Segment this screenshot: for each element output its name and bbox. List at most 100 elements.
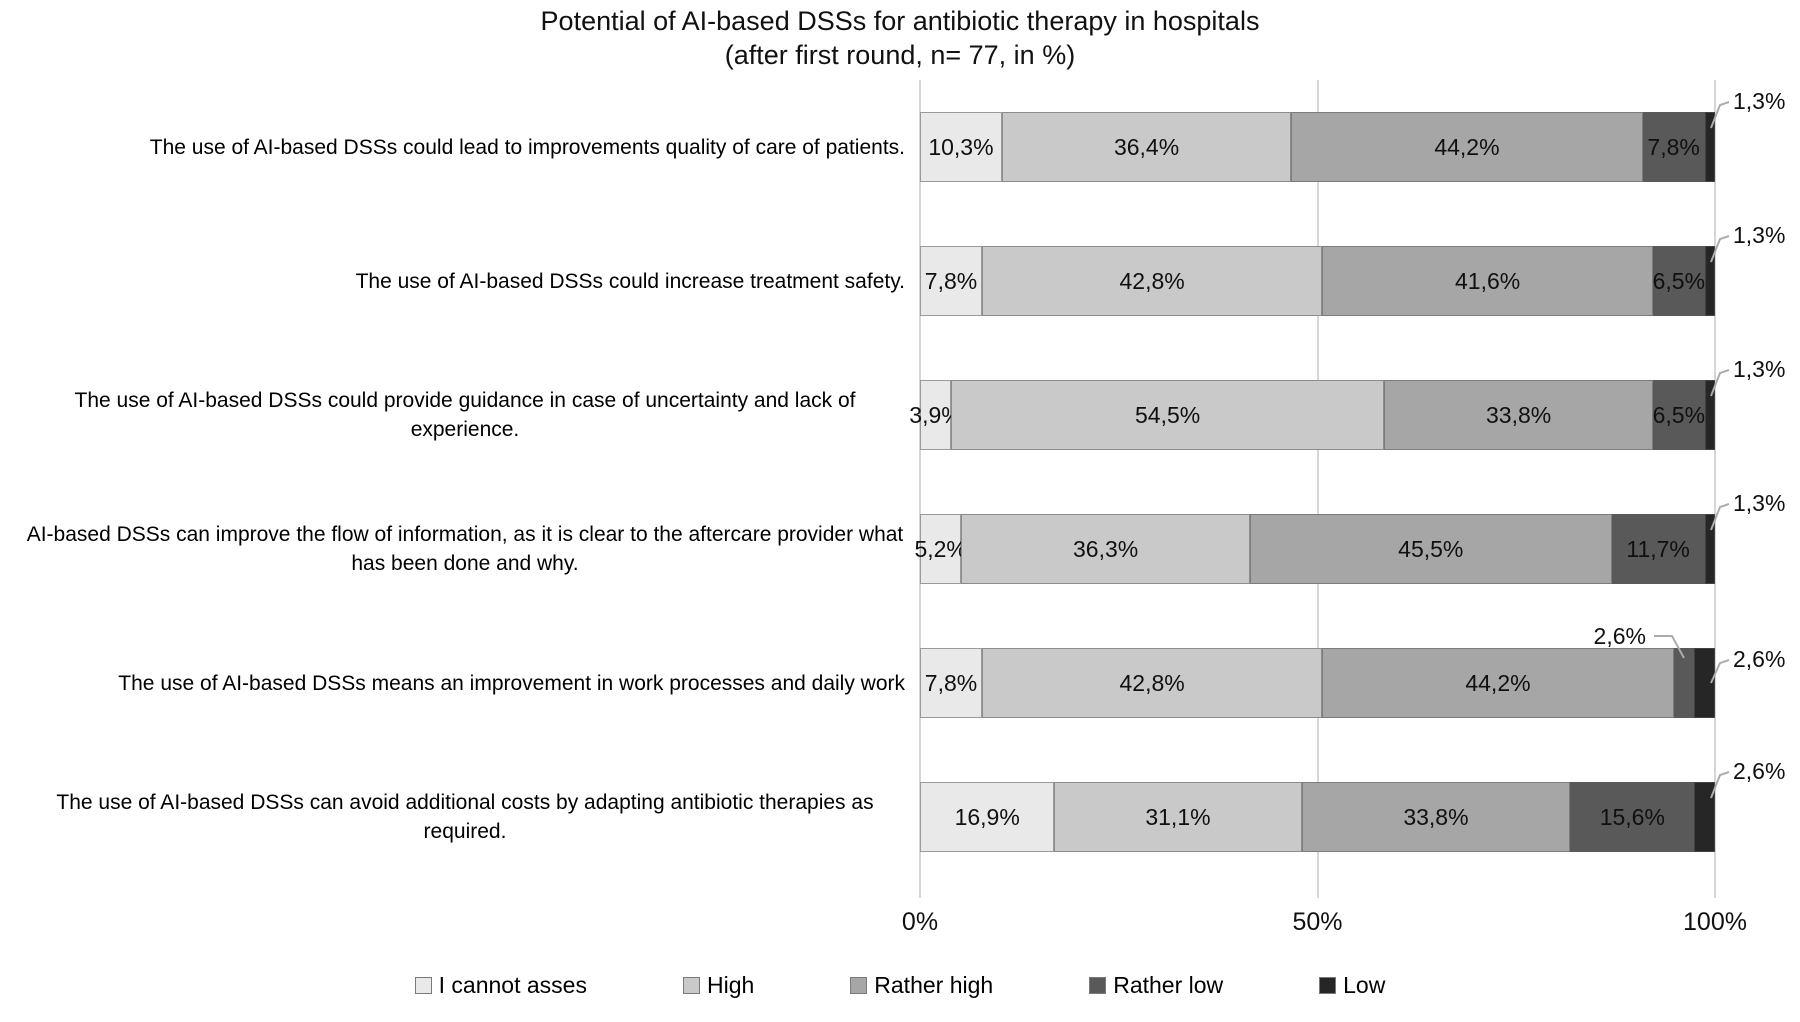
bar-segment-high: 31,1% <box>1054 782 1302 852</box>
category-label-text: The use of AI-based DSSs could lead to i… <box>149 135 905 159</box>
bar-row: The use of AI-based DSSs could lead to i… <box>0 80 1800 214</box>
segment-value-label: 7,8% <box>924 669 978 696</box>
bar-track: 7,8% 42,8% 44,2% <box>920 648 1715 718</box>
bar-segment-low <box>1704 246 1715 316</box>
callout-value-label: 2,6% <box>1593 623 1646 649</box>
bar-segment-i-cannot-asses: 3,9% <box>909 380 962 450</box>
segment-value-label: 44,2% <box>1465 669 1531 696</box>
bar-segment-rather-high: 45,5% <box>1249 514 1612 584</box>
segment-value-label: 42,8% <box>1119 267 1185 294</box>
callout-value-label: 1,3% <box>1733 222 1786 248</box>
bar-row: The use of AI-based DSSs could increase … <box>0 214 1800 348</box>
segment-value-label: 15,6% <box>1599 803 1665 830</box>
legend-label: Rather low <box>1113 972 1224 998</box>
bar-segment-rather-low: 15,6% <box>1570 782 1695 852</box>
segment-value-label: 31,1% <box>1145 803 1211 830</box>
category-label: The use of AI-based DSSs could increase … <box>0 267 905 296</box>
bar-track: 16,9% 31,1% 33,8% 15,6% <box>920 782 1715 852</box>
segment-value-label: 45,5% <box>1398 535 1464 562</box>
category-label: The use of AI-based DSSs could lead to i… <box>0 133 905 162</box>
bar-segment-i-cannot-asses: 7,8% <box>920 648 982 718</box>
category-label-text: The use of AI-based DSSs can avoid addit… <box>56 791 874 843</box>
bar-segment-rather-low: 6,5% <box>1653 380 1705 450</box>
bar-segment-rather-low: 6,5% <box>1653 246 1705 316</box>
category-label-text: The use of AI-based DSSs could increase … <box>355 269 905 293</box>
category-label: The use of AI-based DSSs means an improv… <box>0 669 905 698</box>
gridline-50 <box>1316 80 1319 898</box>
segment-value-label: 33,8% <box>1403 803 1469 830</box>
gridline-100 <box>1714 80 1716 898</box>
legend-label: High <box>706 972 755 998</box>
legend-swatch-rather-high <box>850 977 868 994</box>
segment-value-label: 44,2% <box>1434 133 1500 160</box>
chart-subtitle: (after first round, n= 77, in %) <box>724 40 1076 70</box>
segment-value-label: 6,5% <box>1652 401 1706 428</box>
bar-segment-low <box>1704 380 1715 450</box>
bar-row: AI-based DSSs can improve the flow of in… <box>0 482 1800 616</box>
bar-track: 3,9% 54,5% 33,8% 6,5% <box>909 380 1715 450</box>
bar-segment-high: 54,5% <box>951 380 1385 450</box>
segment-value-label: 33,8% <box>1486 401 1552 428</box>
category-label-text: The use of AI-based DSSs could provide g… <box>74 389 856 441</box>
bar-segment-rather-high: 33,8% <box>1301 782 1571 852</box>
segment-value-label: 54,5% <box>1135 401 1201 428</box>
legend: I cannot asses High Rather high Rather low L… <box>0 972 1800 999</box>
bar-segment-i-cannot-asses: 7,8% <box>920 246 982 316</box>
legend-swatch-rather-low <box>1089 977 1107 994</box>
segment-value-label: 7,8% <box>1647 133 1700 160</box>
bar-segment-rather-high: 44,2% <box>1291 112 1643 182</box>
bar-row: The use of AI-based DSSs could provide g… <box>0 348 1800 482</box>
bar-segment-i-cannot-asses: 16,9% <box>920 782 1055 852</box>
callout-value-label: 2,6% <box>1733 758 1786 784</box>
bar-segment-rather-low: 11,7% <box>1611 514 1705 584</box>
segment-value-label: 11,7% <box>1626 535 1690 562</box>
callout-value-label: 1,3% <box>1733 88 1786 114</box>
legend-swatch-i-cannot-asses <box>414 977 432 994</box>
gridline-0 <box>919 80 921 898</box>
bar-segment-rather-low <box>1673 648 1695 718</box>
legend-label: Low <box>1343 972 1386 998</box>
x-axis-tick-label: 0% <box>901 908 939 936</box>
segment-value-label: 36,4% <box>1113 133 1180 160</box>
bar-rows: The use of AI-based DSSs could lead to i… <box>0 80 1800 884</box>
bar-segment-low <box>1694 648 1715 718</box>
bar-segment-low <box>1704 112 1715 182</box>
segment-value-label: 16,9% <box>954 803 1020 830</box>
bar-segment-low <box>1704 514 1715 584</box>
segment-value-label: 36,3% <box>1073 535 1139 562</box>
legend-item-low: Low <box>1319 972 1385 999</box>
legend-item-high: High <box>682 972 755 999</box>
bar-row: The use of AI-based DSSs can avoid addit… <box>0 750 1800 884</box>
segment-value-label: 41,6% <box>1455 267 1521 294</box>
bar-segment-rather-high: 41,6% <box>1322 246 1653 316</box>
category-label: The use of AI-based DSSs can avoid addit… <box>0 788 905 846</box>
segment-value-label: 10,3% <box>928 133 994 160</box>
bar-segment-i-cannot-asses: 5,2% <box>914 514 967 584</box>
title-block: Potential of AI-based DSSs for antibioti… <box>0 4 1800 72</box>
category-label: The use of AI-based DSSs could provide g… <box>0 386 905 444</box>
category-label-text: AI-based DSSs can improve the flow of in… <box>26 523 904 575</box>
legend-swatch-low <box>1319 977 1337 994</box>
bar-segment-high: 36,3% <box>961 514 1250 584</box>
callout-value-label: 2,6% <box>1733 646 1786 672</box>
legend-swatch-high <box>682 977 700 994</box>
x-axis-tick-label: 50% <box>1292 908 1343 936</box>
legend-label: I cannot asses <box>438 972 587 998</box>
category-label-text: The use of AI-based DSSs means an improv… <box>118 671 905 695</box>
segment-value-label: 7,8% <box>924 267 978 294</box>
legend-item-i-cannot-asses: I cannot asses <box>414 972 587 999</box>
legend-item-rather-high: Rather high <box>850 972 993 999</box>
bar-segment-rather-high: 44,2% <box>1322 648 1674 718</box>
callout-value-label: 1,3% <box>1733 356 1786 382</box>
bar-track: 7,8% 42,8% 41,6% 6,5% <box>920 246 1715 316</box>
bar-row: The use of AI-based DSSs means an improv… <box>0 616 1800 750</box>
bar-track: 5,2% 36,3% 45,5% 11,7% <box>914 514 1715 584</box>
legend-label: Rather high <box>874 972 994 998</box>
chart-title: Potential of AI-based DSSs for antibioti… <box>540 6 1260 36</box>
legend-item-rather-low: Rather low <box>1089 972 1223 999</box>
bar-segment-high: 36,4% <box>1001 112 1292 182</box>
segment-value-label: 42,8% <box>1119 669 1185 696</box>
bar-segment-high: 42,8% <box>982 648 1323 718</box>
bar-segment-rather-high: 33,8% <box>1384 380 1653 450</box>
